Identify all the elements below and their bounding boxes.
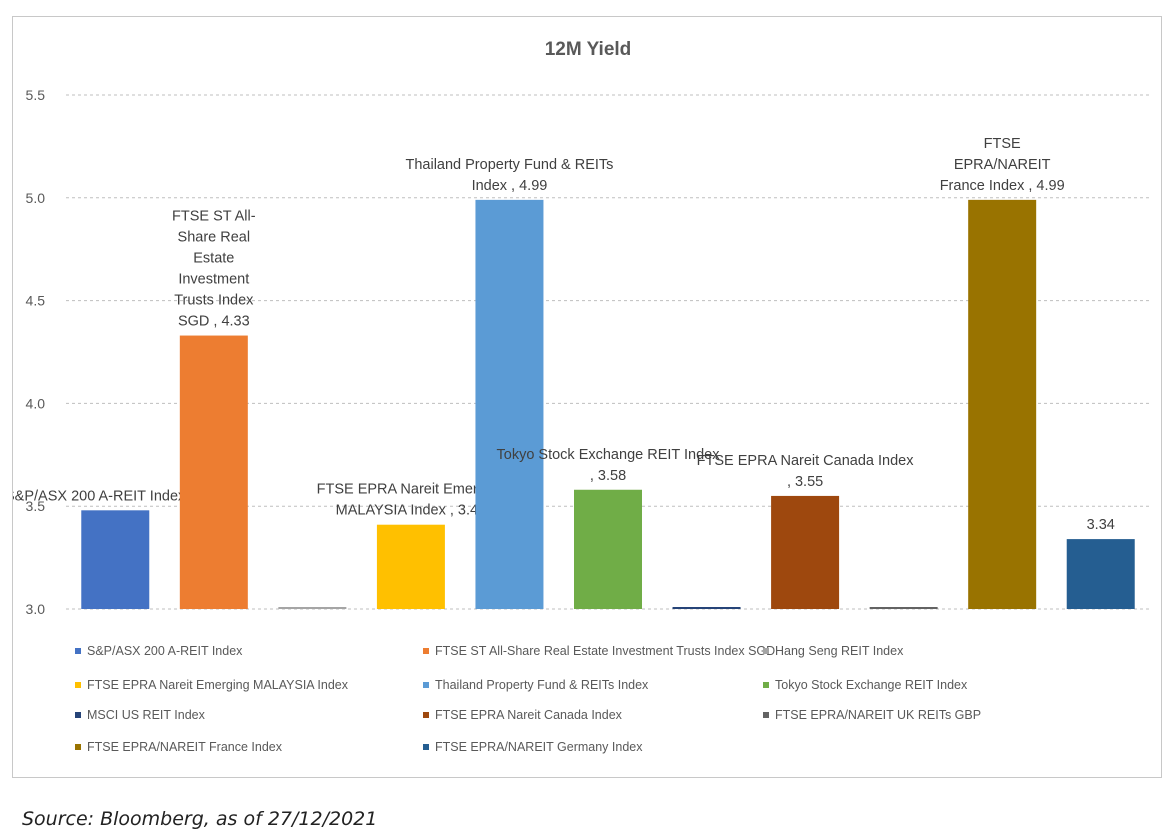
data-label: Trusts Index	[174, 293, 254, 309]
chart-frame: 12M Yield 3.0 3.5 4.0 4.5 5.0 5.5 S&P/ASX 200 A…	[5, 16, 1162, 778]
bar	[574, 489, 642, 609]
data-label: S&P/ASX 200 A-REIT Index , 3.48	[13, 488, 226, 504]
y-tick-label: 4.5	[26, 293, 46, 309]
legend-label: Tokyo Stock Exchange REIT Index	[775, 678, 968, 692]
chart: 12M Yield 3.0 3.5 4.0 4.5 5.0 5.5 S&P/ASX 200 A…	[5, 39, 1150, 754]
legend-label: S&P/ASX 200 A-REIT Index	[87, 644, 243, 658]
data-label: Tokyo Stock Exchange REIT Index	[497, 447, 721, 463]
legend-swatch	[763, 682, 769, 688]
bar	[771, 495, 840, 609]
data-label: FTSE	[984, 136, 1021, 152]
legend-label: FTSE ST All-Share Real Estate Investment…	[435, 644, 775, 658]
legend-label: FTSE EPRA Nareit Emerging MALAYSIA Index	[87, 678, 349, 692]
data-label: FTSE EPRA Nareit Emerging	[317, 482, 506, 498]
legend-swatch	[423, 712, 429, 718]
bar	[179, 335, 248, 609]
data-label: EPRA/NAREIT	[954, 157, 1051, 173]
legend-swatch	[763, 712, 769, 718]
y-tick-label: 5.0	[26, 190, 46, 206]
legend-swatch	[75, 648, 81, 654]
legend-label: FTSE EPRA/NAREIT Germany Index	[435, 740, 643, 754]
legend-label: FTSE EPRA Nareit Canada Index	[435, 708, 623, 722]
legend-swatch	[75, 682, 81, 688]
legend-label: FTSE EPRA/NAREIT France Index	[87, 740, 283, 754]
data-label: FTSE ST All-	[172, 209, 256, 225]
bar	[672, 607, 741, 609]
data-label: SGD , 4.33	[178, 314, 250, 330]
bar	[278, 607, 347, 609]
bar	[475, 199, 544, 609]
data-label: , 3.55	[787, 474, 823, 490]
chart-title: 12M Yield	[545, 39, 632, 60]
y-tick-label: 3.5	[26, 498, 46, 514]
data-label: Share Real	[178, 230, 251, 246]
legend-swatch	[75, 712, 81, 718]
legend-label: FTSE EPRA/NAREIT UK REITs GBP	[775, 708, 981, 722]
bar	[376, 524, 445, 609]
data-label: , 3.58	[590, 468, 626, 484]
y-tick-label: 3.0	[26, 601, 46, 617]
legend-swatch	[75, 744, 81, 750]
data-label: Index , 4.99	[472, 178, 548, 194]
data-label: Investment	[178, 272, 249, 288]
legend-swatch	[423, 682, 429, 688]
data-label: France Index , 4.99	[940, 178, 1065, 194]
data-label: 3.34	[1087, 517, 1115, 533]
source-note: Source: Bloomberg, as of 27/12/2021	[22, 808, 378, 830]
bar	[81, 510, 150, 609]
data-label: FTSE EPRA Nareit Canada Index	[697, 453, 915, 469]
legend-swatch	[763, 648, 769, 654]
bar	[1066, 539, 1135, 609]
data-label: Thailand Property Fund & REITs	[405, 157, 613, 173]
legend-label: Thailand Property Fund & REITs Index	[435, 678, 649, 692]
y-tick-label: 5.5	[26, 87, 46, 103]
data-label: Estate	[193, 251, 234, 267]
legend-swatch	[423, 648, 429, 654]
legend-swatch	[423, 744, 429, 750]
bar	[968, 199, 1037, 609]
data-label: MALAYSIA Index , 3.41	[336, 503, 486, 519]
bar	[869, 607, 938, 609]
y-tick-label: 4.0	[26, 395, 46, 411]
legend-label: Hang Seng REIT Index	[775, 644, 904, 658]
legend-label: MSCI US REIT Index	[87, 708, 206, 722]
